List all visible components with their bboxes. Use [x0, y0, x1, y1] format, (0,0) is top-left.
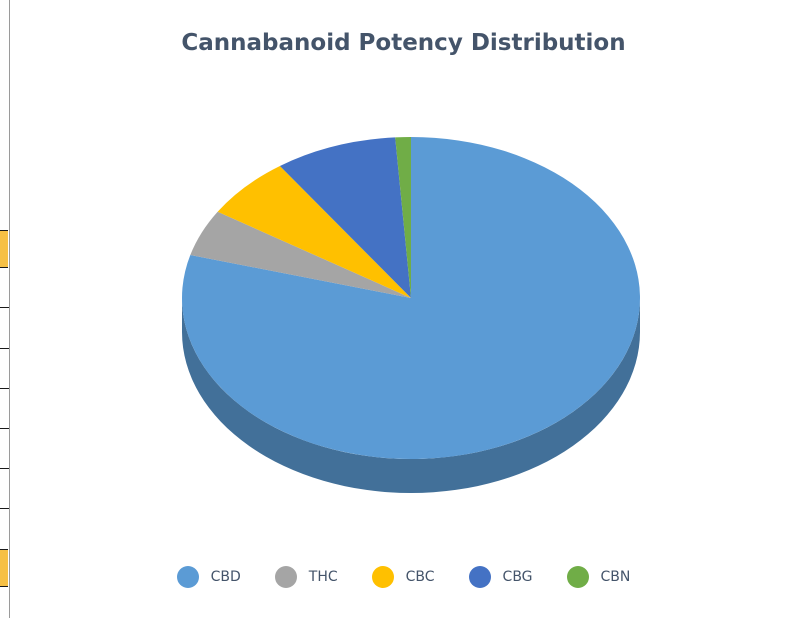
legend-label: CBG: [502, 569, 533, 585]
pie-chart: [181, 137, 640, 493]
legend-marker: [566, 566, 589, 588]
legend-item-thc[interactable]: THC: [274, 566, 338, 588]
pie-slice-cbg[interactable]: [279, 137, 411, 298]
pie-slice-cbc[interactable]: [217, 165, 411, 298]
highlighted-cell: [0, 230, 8, 268]
legend-marker: [176, 566, 199, 588]
legend-item-cbn[interactable]: CBN: [566, 566, 631, 588]
legend-label: THC: [308, 569, 338, 585]
legend-marker: [274, 566, 297, 588]
highlighted-cell: [0, 549, 8, 587]
chart-area[interactable]: Cannabanoid Potency Distribution CBD THC C…: [10, 0, 797, 618]
legend-item-cbd[interactable]: CBD: [176, 566, 241, 588]
legend-label: CBC: [405, 569, 435, 585]
legend-marker: [468, 566, 491, 588]
pie-side-cbd: [182, 298, 640, 493]
legend-label: CBN: [600, 569, 631, 585]
spreadsheet-edge: [0, 0, 10, 618]
legend-marker: [371, 566, 394, 588]
pie-slice-cbn[interactable]: [395, 137, 411, 298]
pie-slice-thc[interactable]: [190, 211, 411, 298]
legend-item-cbg[interactable]: CBG: [468, 566, 533, 588]
chart-legend: CBD THC CBC CBG CBN: [10, 560, 797, 594]
chart-title: Cannabanoid Potency Distribution: [181, 30, 626, 56]
legend-item-cbc[interactable]: CBC: [371, 566, 435, 588]
legend-label: CBD: [210, 569, 241, 585]
